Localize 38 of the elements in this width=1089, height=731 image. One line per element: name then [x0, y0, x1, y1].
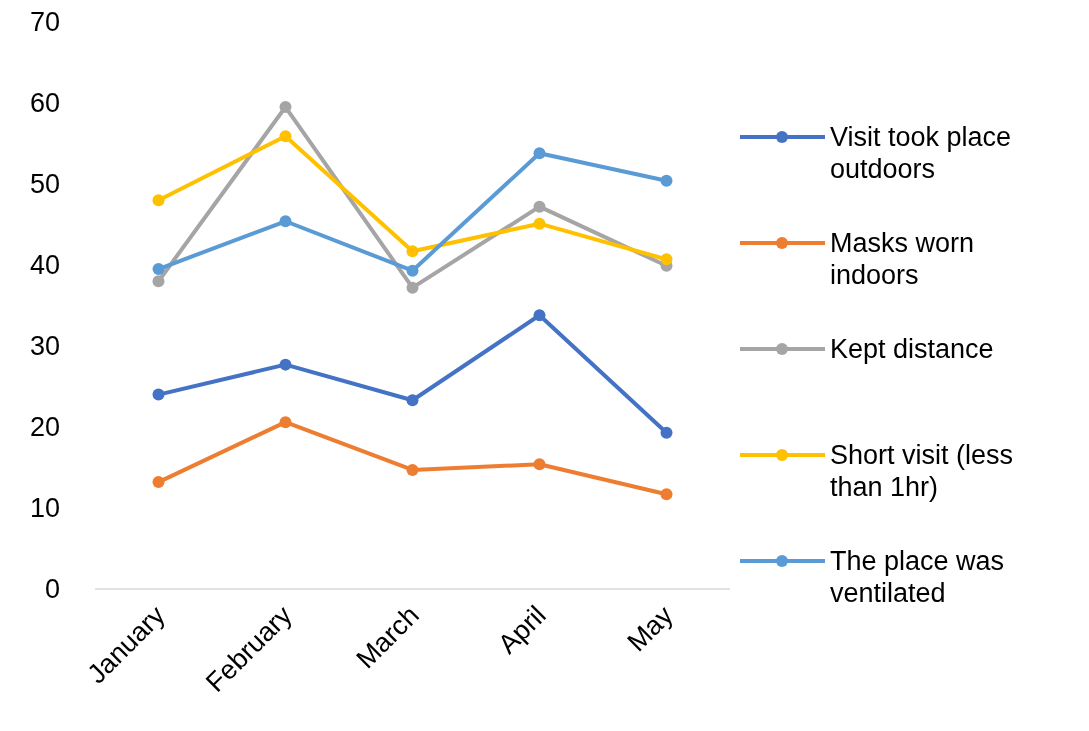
point — [152, 263, 165, 276]
point — [533, 309, 546, 322]
point — [279, 416, 292, 429]
point — [152, 275, 165, 288]
point — [152, 388, 165, 401]
point — [533, 147, 546, 160]
y-tick-label: 70 — [29, 7, 60, 38]
point — [660, 426, 673, 439]
y-tick-label: 0 — [44, 574, 60, 605]
point — [533, 217, 546, 230]
point — [279, 101, 292, 114]
point — [279, 130, 292, 143]
point — [279, 358, 292, 371]
y-tick-label: 40 — [29, 250, 60, 281]
legend-label: Visit took place outdoors — [830, 122, 1012, 185]
point — [533, 458, 546, 471]
y-tick-label: 20 — [29, 412, 60, 443]
legend-label: Masks worn indoors — [830, 228, 975, 291]
point — [406, 394, 419, 407]
legend-label: Kept distance — [830, 334, 994, 365]
point — [152, 194, 165, 207]
point — [279, 215, 292, 228]
point — [152, 476, 165, 489]
legend-label: The place was ventilated — [830, 546, 1005, 609]
legend-label: Short visit (less than 1hr) — [830, 440, 1014, 503]
point — [406, 264, 419, 277]
point — [660, 174, 673, 187]
y-tick-label: 50 — [29, 169, 60, 200]
y-tick-label: 10 — [29, 493, 60, 524]
point — [660, 253, 673, 266]
y-tick-label: 30 — [29, 331, 60, 362]
point — [406, 463, 419, 476]
point — [533, 200, 546, 213]
point — [660, 488, 673, 501]
point — [406, 281, 419, 294]
point — [406, 245, 419, 258]
y-tick-label: 60 — [29, 88, 60, 119]
x-tick-label: May — [621, 599, 680, 658]
